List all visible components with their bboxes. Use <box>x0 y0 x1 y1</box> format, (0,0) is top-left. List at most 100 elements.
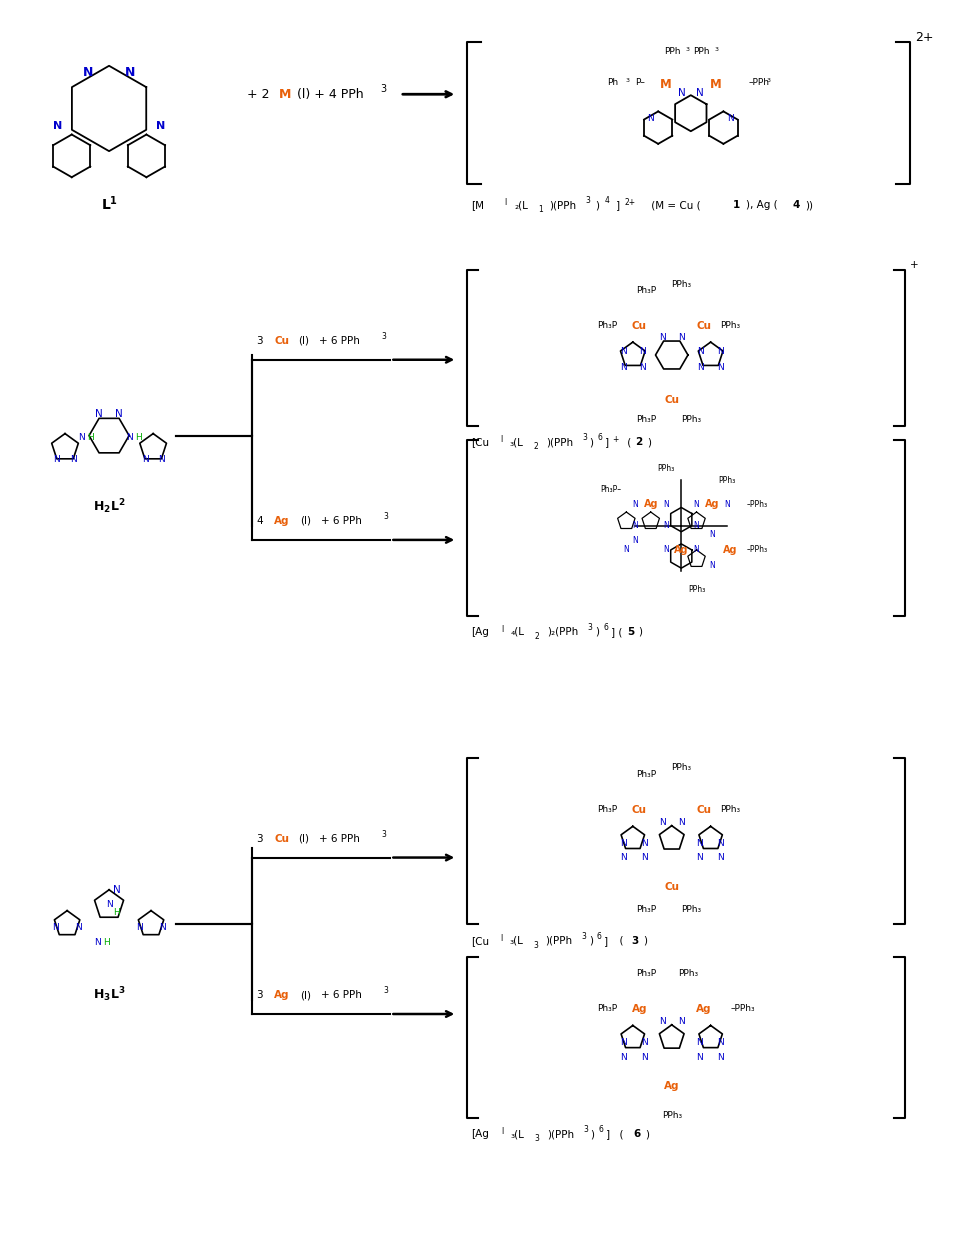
Text: ): ) <box>643 936 647 946</box>
Text: Cu: Cu <box>631 804 646 814</box>
Text: $\mathbf{H_3L^3}$: $\mathbf{H_3L^3}$ <box>92 985 125 1004</box>
Text: N: N <box>716 854 723 862</box>
Text: N: N <box>693 546 699 555</box>
Text: N: N <box>83 66 92 78</box>
Text: N: N <box>632 500 638 509</box>
Text: N: N <box>159 923 165 932</box>
Text: + 6 PPh: + 6 PPh <box>318 834 359 844</box>
Text: ]: ] <box>604 936 607 946</box>
Text: Cu: Cu <box>274 834 288 844</box>
Text: Cu: Cu <box>274 336 288 346</box>
Text: (l): (l) <box>298 336 308 346</box>
Text: + 6 PPh: + 6 PPh <box>318 336 359 346</box>
Text: N: N <box>78 433 85 442</box>
Text: N: N <box>54 455 61 464</box>
Text: N: N <box>106 901 112 910</box>
Text: (: ( <box>624 437 630 447</box>
Text: N: N <box>141 455 148 464</box>
Text: (M = Cu (: (M = Cu ( <box>647 200 700 210</box>
Text: N: N <box>53 122 62 132</box>
Text: Ph₃P: Ph₃P <box>635 414 655 424</box>
Text: N: N <box>727 114 733 123</box>
Text: N: N <box>708 530 714 540</box>
Text: N: N <box>697 347 703 356</box>
Text: ), Ag (: ), Ag ( <box>746 200 776 210</box>
Text: N: N <box>619 839 626 848</box>
Text: PPh₃: PPh₃ <box>671 279 691 289</box>
Text: ): ) <box>595 200 599 210</box>
Text: PPh: PPh <box>693 47 709 56</box>
Text: P–: P– <box>634 78 644 87</box>
Text: Ag: Ag <box>663 1081 678 1091</box>
Text: N: N <box>619 1052 626 1061</box>
Text: Ph₃P: Ph₃P <box>635 969 655 978</box>
Text: 3: 3 <box>714 47 718 52</box>
Text: –PPh₃: –PPh₃ <box>747 500 767 509</box>
Text: PPh₃: PPh₃ <box>671 763 691 772</box>
Text: Ag: Ag <box>696 1004 711 1014</box>
Text: (l): (l) <box>298 834 308 844</box>
Text: N: N <box>69 455 76 464</box>
Text: Cu: Cu <box>696 321 711 331</box>
Text: Ag: Ag <box>703 499 718 510</box>
Text: N: N <box>638 364 645 372</box>
Text: [Ag: [Ag <box>471 1129 489 1139</box>
Text: 6: 6 <box>598 1126 603 1134</box>
Text: N: N <box>75 923 82 932</box>
Text: 5: 5 <box>627 627 633 637</box>
Text: 4: 4 <box>604 196 609 205</box>
Text: Ph₃P: Ph₃P <box>635 905 655 915</box>
Text: Cu: Cu <box>663 882 678 892</box>
Text: N: N <box>125 66 136 78</box>
Text: PPh₃: PPh₃ <box>678 969 698 978</box>
Text: H: H <box>113 908 120 917</box>
Text: N: N <box>695 839 702 848</box>
Text: N: N <box>658 333 665 341</box>
Text: ): ) <box>589 437 593 447</box>
Text: N: N <box>716 364 723 372</box>
Text: N: N <box>658 818 665 827</box>
Text: $\mathbf{L^1}$: $\mathbf{L^1}$ <box>100 194 117 212</box>
Text: ]: ] <box>604 437 608 447</box>
Text: N: N <box>716 1037 723 1047</box>
Text: N: N <box>678 818 684 827</box>
Text: (l) + 4 PPh: (l) + 4 PPh <box>297 88 363 101</box>
Text: 2+: 2+ <box>914 31 932 43</box>
Text: Ag: Ag <box>631 1004 647 1014</box>
Text: N: N <box>619 1037 626 1047</box>
Text: I: I <box>500 933 502 943</box>
Text: N: N <box>158 455 164 464</box>
Text: Ph₃P–: Ph₃P– <box>600 485 621 494</box>
Text: ): ) <box>595 627 599 637</box>
Text: Ag: Ag <box>274 516 289 526</box>
Text: 2: 2 <box>533 442 537 452</box>
Text: 3: 3 <box>581 433 586 442</box>
Text: )(PPh: )(PPh <box>545 437 573 447</box>
Text: N: N <box>640 1052 647 1061</box>
Text: 3: 3 <box>585 196 590 205</box>
Text: 6: 6 <box>597 433 602 442</box>
Text: [Ag: [Ag <box>471 627 489 637</box>
Text: N: N <box>693 500 699 509</box>
Text: ] (: ] ( <box>610 627 622 637</box>
Text: Ag: Ag <box>274 990 289 1000</box>
Text: N: N <box>156 122 165 132</box>
Text: N: N <box>708 561 714 570</box>
Text: ₄(L: ₄(L <box>510 627 524 637</box>
Text: [Cu: [Cu <box>471 936 489 946</box>
Text: N: N <box>695 1037 702 1047</box>
Text: 6: 6 <box>596 932 601 941</box>
Text: 3: 3 <box>382 331 386 341</box>
Text: N: N <box>716 1052 723 1061</box>
Text: 6: 6 <box>633 1129 640 1139</box>
Text: 3: 3 <box>587 623 592 632</box>
Text: ): ) <box>645 1129 649 1139</box>
Text: ]: ] <box>616 200 620 210</box>
Text: M: M <box>709 78 722 91</box>
Text: + 2: + 2 <box>247 88 274 101</box>
Text: Ph₃P: Ph₃P <box>596 321 616 330</box>
Text: ₃(L: ₃(L <box>509 437 523 447</box>
Text: N: N <box>662 500 668 509</box>
Text: –PPh₃: –PPh₃ <box>747 546 767 555</box>
Text: PPh₃: PPh₃ <box>656 464 674 473</box>
